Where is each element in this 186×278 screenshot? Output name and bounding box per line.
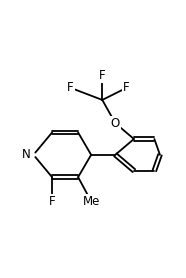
Text: N: N bbox=[21, 148, 30, 161]
Text: Me: Me bbox=[82, 195, 100, 208]
Text: F: F bbox=[49, 195, 55, 208]
Text: F: F bbox=[123, 81, 130, 94]
Text: F: F bbox=[99, 69, 106, 82]
Text: F: F bbox=[67, 81, 74, 94]
Text: O: O bbox=[111, 117, 120, 130]
